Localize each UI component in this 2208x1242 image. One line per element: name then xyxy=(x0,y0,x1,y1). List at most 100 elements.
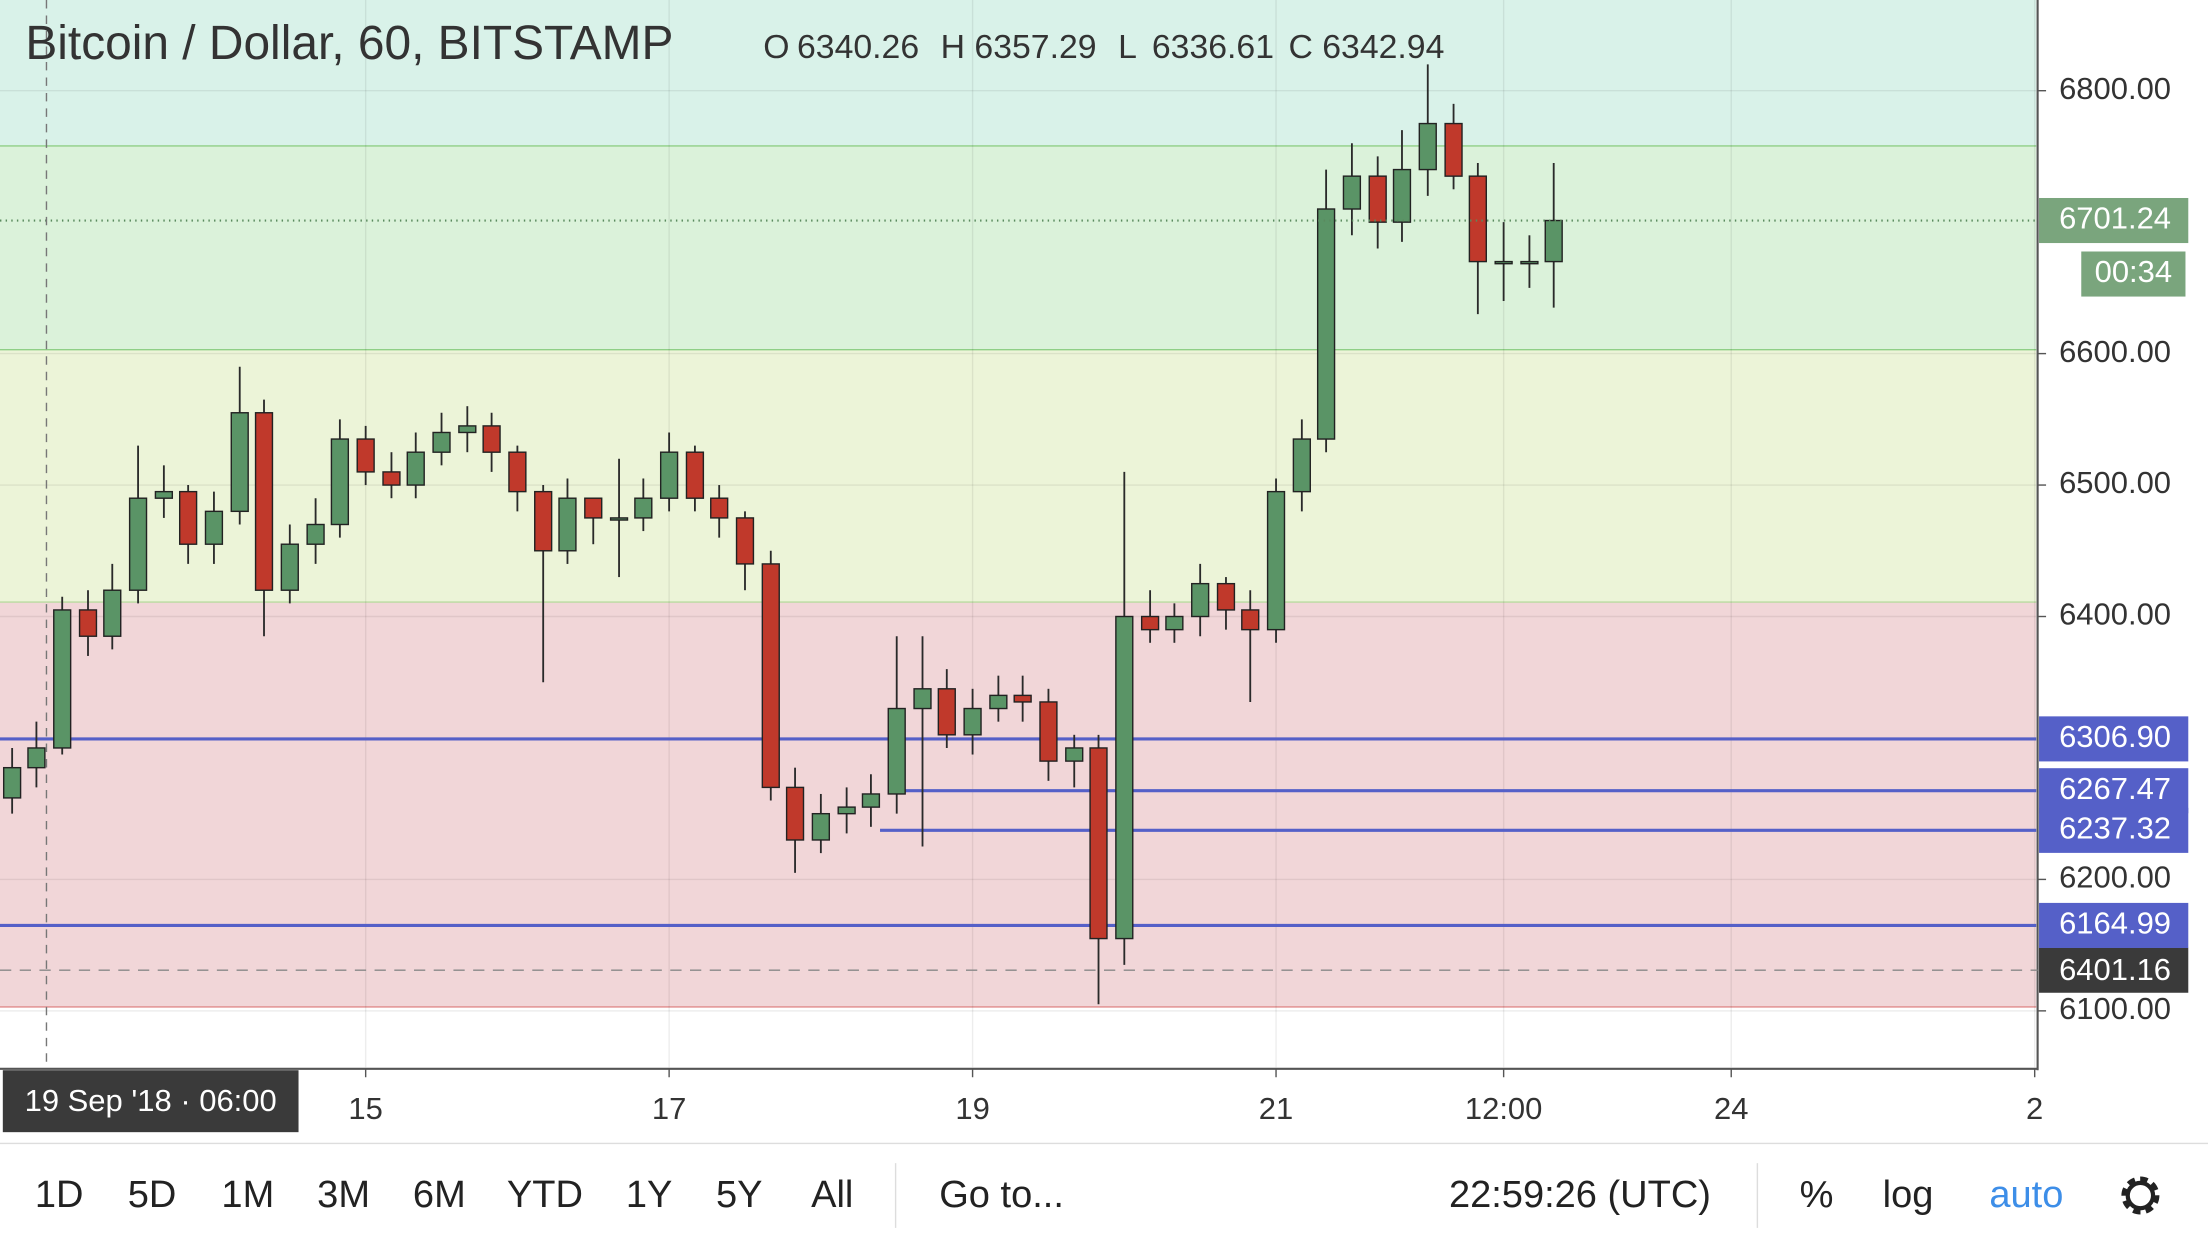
candle-body xyxy=(685,451,705,499)
candle-body xyxy=(1115,615,1134,940)
price-level-label: 6267.47 xyxy=(2059,771,2171,806)
ohlc-key: H xyxy=(941,28,965,66)
y-tick-label: 6100.00 xyxy=(2059,991,2171,1026)
candle-body xyxy=(1089,747,1108,940)
zone xyxy=(0,0,2037,146)
candle-body xyxy=(534,490,553,552)
candle-body xyxy=(1444,122,1463,177)
candle-body xyxy=(1216,582,1236,611)
ohlc-key: L xyxy=(1118,28,1137,66)
y-tick-label: 6400.00 xyxy=(2059,597,2171,632)
candle-body xyxy=(103,589,122,637)
ohlc-legend: O 6340.26 H 6357.29 L 6336.61 C 6342.94 xyxy=(763,28,1444,66)
crosshair-price-box xyxy=(2039,947,2189,993)
ohlc-key: C xyxy=(1288,28,1312,66)
x-tick-label: 21 xyxy=(1259,1091,1293,1126)
candle-body xyxy=(406,451,425,486)
candle-body xyxy=(280,543,299,591)
candle-body xyxy=(785,786,805,841)
candle-body xyxy=(887,707,906,795)
ohlc-key: O xyxy=(763,28,789,66)
option-button[interactable]: auto xyxy=(1989,1174,2063,1216)
candle-body xyxy=(609,517,629,521)
candle-body xyxy=(1468,175,1487,263)
crosshair-time-label: 19 Sep '18 · 06:00 xyxy=(25,1083,277,1118)
candle-body xyxy=(1241,609,1260,631)
x-tick-label: 24 xyxy=(1714,1091,1748,1126)
candle-body xyxy=(1140,615,1160,631)
ohlc-value: 6357.29 xyxy=(974,28,1096,66)
candle-body xyxy=(1316,208,1336,440)
x-tick-label: 17 xyxy=(652,1091,686,1126)
candle-body xyxy=(178,490,198,545)
candle-body xyxy=(128,497,148,591)
crosshair-time-box xyxy=(2,1070,299,1133)
ohlc-value: 6336.61 xyxy=(1152,28,1274,66)
candle-body xyxy=(508,451,527,493)
ohlc-value: 6340.26 xyxy=(797,28,919,66)
candle-body xyxy=(1392,168,1412,223)
y-tick-label: 6500.00 xyxy=(2059,465,2171,500)
candle-body xyxy=(254,412,274,591)
price-level-label: 6237.32 xyxy=(2059,811,2171,846)
plot-area xyxy=(0,0,2037,1068)
candle-body xyxy=(1039,701,1058,762)
candle-body xyxy=(1418,122,1437,171)
zone xyxy=(0,602,2037,1007)
candle-body xyxy=(204,510,224,545)
candle-body xyxy=(432,431,451,453)
y-tick-label: 6600.00 xyxy=(2059,334,2171,369)
candle-body xyxy=(53,609,72,749)
candle-body xyxy=(1266,490,1286,631)
range-button[interactable]: 6M xyxy=(413,1174,466,1216)
candle-body xyxy=(963,707,982,736)
candle-body xyxy=(735,517,755,565)
range-button[interactable]: 1Y xyxy=(626,1174,673,1216)
price-level-box xyxy=(2039,768,2189,814)
x-tick-label: 19 xyxy=(955,1091,989,1126)
candle-body xyxy=(1494,260,1513,265)
candle-body xyxy=(1065,747,1084,762)
candle-body xyxy=(558,497,577,552)
candle-body xyxy=(634,497,653,519)
x-tick-label: 12:00 xyxy=(1465,1091,1543,1126)
x-tick-label: 2 xyxy=(2026,1091,2043,1126)
option-button[interactable]: % xyxy=(1800,1174,1834,1216)
chart-title: Bitcoin / Dollar, 60, BITSTAMP xyxy=(25,17,673,70)
option-button[interactable]: log xyxy=(1883,1174,1934,1216)
y-tick-label: 6200.00 xyxy=(2059,860,2171,895)
range-button[interactable]: 3M xyxy=(317,1174,370,1216)
candle-body xyxy=(761,563,780,789)
candle-body xyxy=(989,694,1008,710)
candle-body xyxy=(1368,175,1387,223)
candle-body xyxy=(659,451,679,499)
y-tick-label: 6800.00 xyxy=(2059,71,2171,106)
candle-body xyxy=(458,425,477,434)
goto-button[interactable]: Go to... xyxy=(939,1174,1064,1216)
range-button[interactable]: YTD xyxy=(507,1174,583,1216)
settings-gear[interactable] xyxy=(2121,1176,2160,1215)
candle-body xyxy=(330,438,350,526)
range-button[interactable]: 5D xyxy=(128,1174,177,1216)
range-button[interactable]: All xyxy=(811,1174,853,1216)
range-button[interactable]: 5Y xyxy=(716,1174,763,1216)
candle-body xyxy=(1292,438,1311,493)
countdown-box xyxy=(2081,251,2186,297)
crosshair-price-label: 6401.16 xyxy=(2059,952,2171,987)
candle-body xyxy=(78,609,98,637)
candle-body xyxy=(1342,175,1362,210)
candle-body xyxy=(1191,582,1210,618)
candle-body xyxy=(1165,615,1184,631)
candle-body xyxy=(2,766,22,799)
countdown-label: 00:34 xyxy=(2095,254,2173,289)
zone xyxy=(0,145,2037,350)
candle-body xyxy=(837,806,856,815)
candle-body xyxy=(1520,260,1539,265)
candle-body xyxy=(154,490,174,499)
candle-body xyxy=(306,523,325,545)
candle-body xyxy=(811,812,831,841)
range-button[interactable]: 1D xyxy=(35,1174,84,1216)
candle-body xyxy=(482,425,501,453)
range-button[interactable]: 1M xyxy=(221,1174,274,1216)
